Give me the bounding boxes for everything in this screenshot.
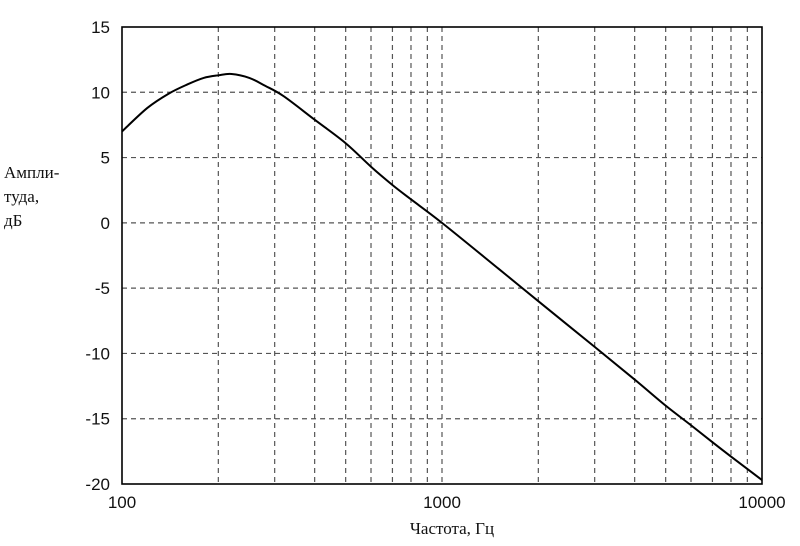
x-tick-label: 10000 [738, 493, 785, 512]
x-tick-labels: 100 1000 10000 [108, 493, 786, 512]
y-axis-title-line: туда, [4, 187, 39, 206]
y-tick-label: -20 [85, 475, 110, 494]
y-axis-title-line: Ампли- [4, 163, 60, 182]
x-tick-label: 100 [108, 493, 136, 512]
grid-lines [122, 27, 762, 484]
y-axis-title-line: дБ [4, 211, 22, 230]
y-tick-label: 5 [101, 149, 110, 168]
y-axis-title: Ампли-туда, дБ [4, 163, 60, 230]
y-tick-label: -10 [85, 344, 110, 363]
y-tick-label: 15 [91, 18, 110, 37]
y-tick-label: -5 [95, 279, 110, 298]
y-tick-label: -15 [85, 410, 110, 429]
y-tick-labels: 15 10 5 0 -5 -10 -15 -20 [85, 18, 110, 494]
x-axis-title: Частота, Гц [410, 519, 494, 538]
x-tick-label: 1000 [423, 493, 461, 512]
y-tick-label: 10 [91, 83, 110, 102]
y-tick-label: 0 [101, 214, 110, 233]
